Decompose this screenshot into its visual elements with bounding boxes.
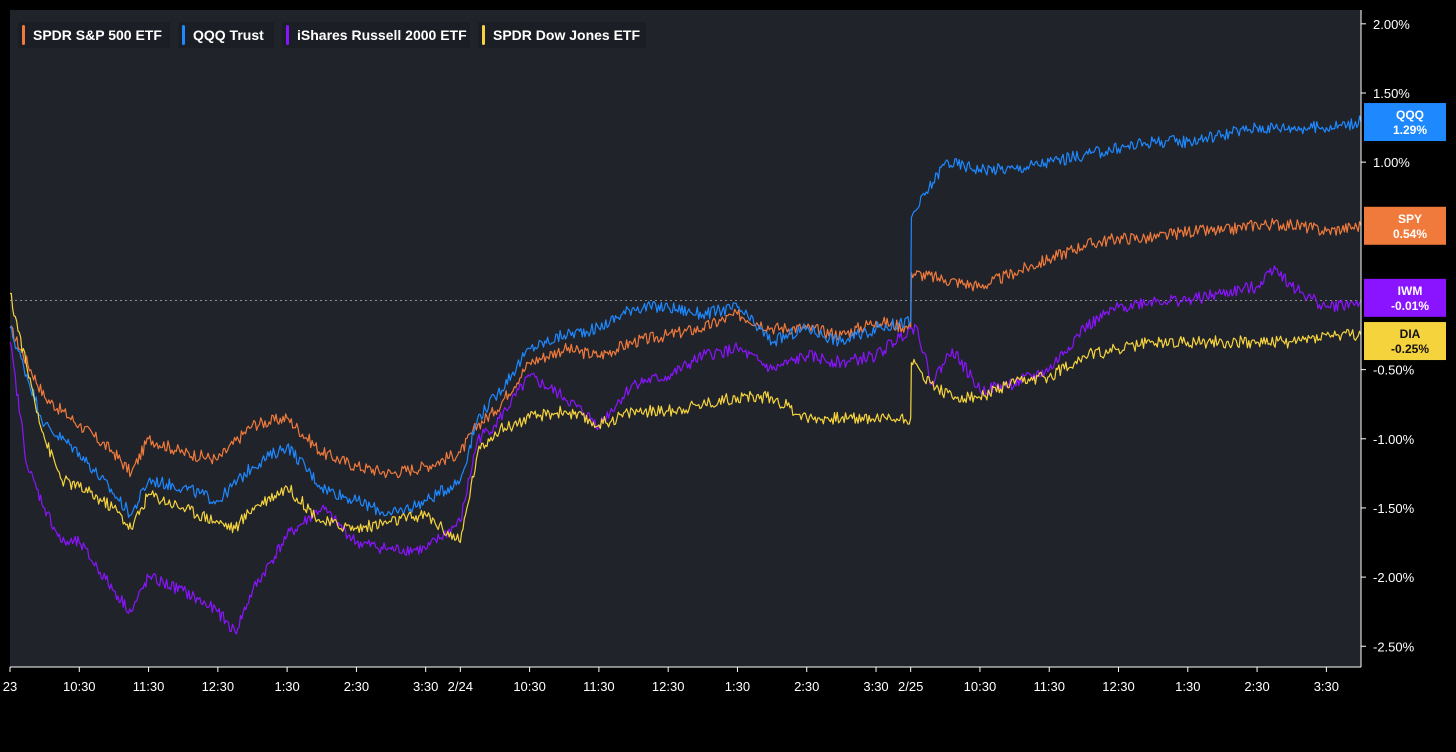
series-line-qqq bbox=[9, 115, 1362, 518]
legend-label: QQQ Trust bbox=[193, 27, 264, 43]
tag-background bbox=[1364, 322, 1446, 361]
x-tick-label: 3:30 bbox=[863, 679, 888, 694]
tag-iwm: IWM-0.01% bbox=[1364, 278, 1446, 317]
x-tick-label: 10:30 bbox=[964, 679, 997, 694]
x-tick-label: 1:30 bbox=[1175, 679, 1200, 694]
x-tick-label: 1:30 bbox=[274, 679, 299, 694]
y-tick-label: -2.00% bbox=[1373, 570, 1415, 585]
y-tick-label: -0.50% bbox=[1373, 363, 1415, 378]
tag-value: -0.01% bbox=[1391, 299, 1429, 313]
legend-swatch bbox=[22, 25, 25, 45]
legend-label: iShares Russell 2000 ETF bbox=[297, 27, 467, 43]
x-tick-label: 12:30 bbox=[652, 679, 685, 694]
legend-item-background bbox=[18, 22, 170, 48]
legend-label: SPDR S&P 500 ETF bbox=[33, 27, 162, 43]
legend-item-iwm[interactable]: iShares Russell 2000 ETF bbox=[282, 22, 470, 48]
x-tick-label: 11:30 bbox=[1033, 679, 1065, 694]
y-tick-label: -1.50% bbox=[1373, 501, 1415, 516]
legend-item-background bbox=[178, 22, 274, 48]
x-tick-label: 11:30 bbox=[133, 679, 165, 694]
legend-swatch bbox=[286, 25, 289, 45]
tag-ticker: SPY bbox=[1398, 212, 1422, 226]
tag-ticker: DIA bbox=[1400, 327, 1421, 341]
y-tick-label: 1.50% bbox=[1373, 86, 1410, 101]
x-tick-label: 23 bbox=[3, 679, 17, 694]
x-tick-label: 10:30 bbox=[513, 679, 546, 694]
legend-label: SPDR Dow Jones ETF bbox=[493, 27, 640, 43]
x-tick-label: 3:30 bbox=[413, 679, 438, 694]
tag-value: -0.25% bbox=[1391, 342, 1429, 356]
tag-ticker: QQQ bbox=[1396, 108, 1424, 122]
x-tick-label: 1:30 bbox=[725, 679, 750, 694]
x-tick-label: 12:30 bbox=[1102, 679, 1135, 694]
x-tick-label: 2:30 bbox=[794, 679, 819, 694]
plot-area bbox=[10, 10, 1361, 667]
tag-value: 0.54% bbox=[1393, 227, 1427, 241]
x-axis: 23 10:30 11:30 12:30 1:30 2:30 3:30 2/24 10:30 11… bbox=[3, 667, 1339, 694]
x-tick-label: 2/24 bbox=[448, 679, 473, 694]
x-tick-label: 11:30 bbox=[583, 679, 615, 694]
tag-value: 1.29% bbox=[1393, 123, 1427, 137]
legend-item-background bbox=[478, 22, 646, 48]
legend-item-spy[interactable]: SPDR S&P 500 ETF bbox=[18, 22, 170, 48]
x-tick-label: 3:30 bbox=[1314, 679, 1339, 694]
y-tick-label: 1.00% bbox=[1373, 155, 1410, 170]
y-tick-label: 2.00% bbox=[1373, 17, 1410, 32]
y-tick-label: -1.00% bbox=[1373, 432, 1415, 447]
tag-background bbox=[1364, 278, 1446, 317]
tag-background bbox=[1364, 206, 1446, 245]
x-tick-label: 12:30 bbox=[202, 679, 235, 694]
legend-item-dia[interactable]: SPDR Dow Jones ETF bbox=[478, 22, 646, 48]
legend-swatch bbox=[482, 25, 485, 45]
tag-ticker: IWM bbox=[1398, 284, 1423, 298]
legend-item-background bbox=[282, 22, 470, 48]
legend: SPDR S&P 500 ETF QQQ Trust iShares Russell… bbox=[18, 22, 646, 48]
y-tick-label: -2.50% bbox=[1373, 639, 1415, 654]
tag-dia: DIA-0.25% bbox=[1364, 322, 1446, 361]
series-line-spy bbox=[9, 218, 1362, 479]
series-lines bbox=[9, 115, 1362, 635]
legend-swatch bbox=[182, 25, 185, 45]
x-tick-label: 2:30 bbox=[344, 679, 369, 694]
series-line-dia bbox=[10, 292, 1362, 544]
x-tick-label: 2/25 bbox=[898, 679, 923, 694]
series-line-iwm bbox=[9, 265, 1362, 635]
x-tick-label: 2:30 bbox=[1244, 679, 1269, 694]
y-axis: 2.00% 1.50% 1.00% -0.50% -1.00% -1.50% -2.00% -… bbox=[1361, 17, 1415, 654]
tag-background bbox=[1364, 103, 1446, 142]
x-tick-label: 10:30 bbox=[63, 679, 96, 694]
legend-item-qqq[interactable]: QQQ Trust bbox=[178, 22, 274, 48]
